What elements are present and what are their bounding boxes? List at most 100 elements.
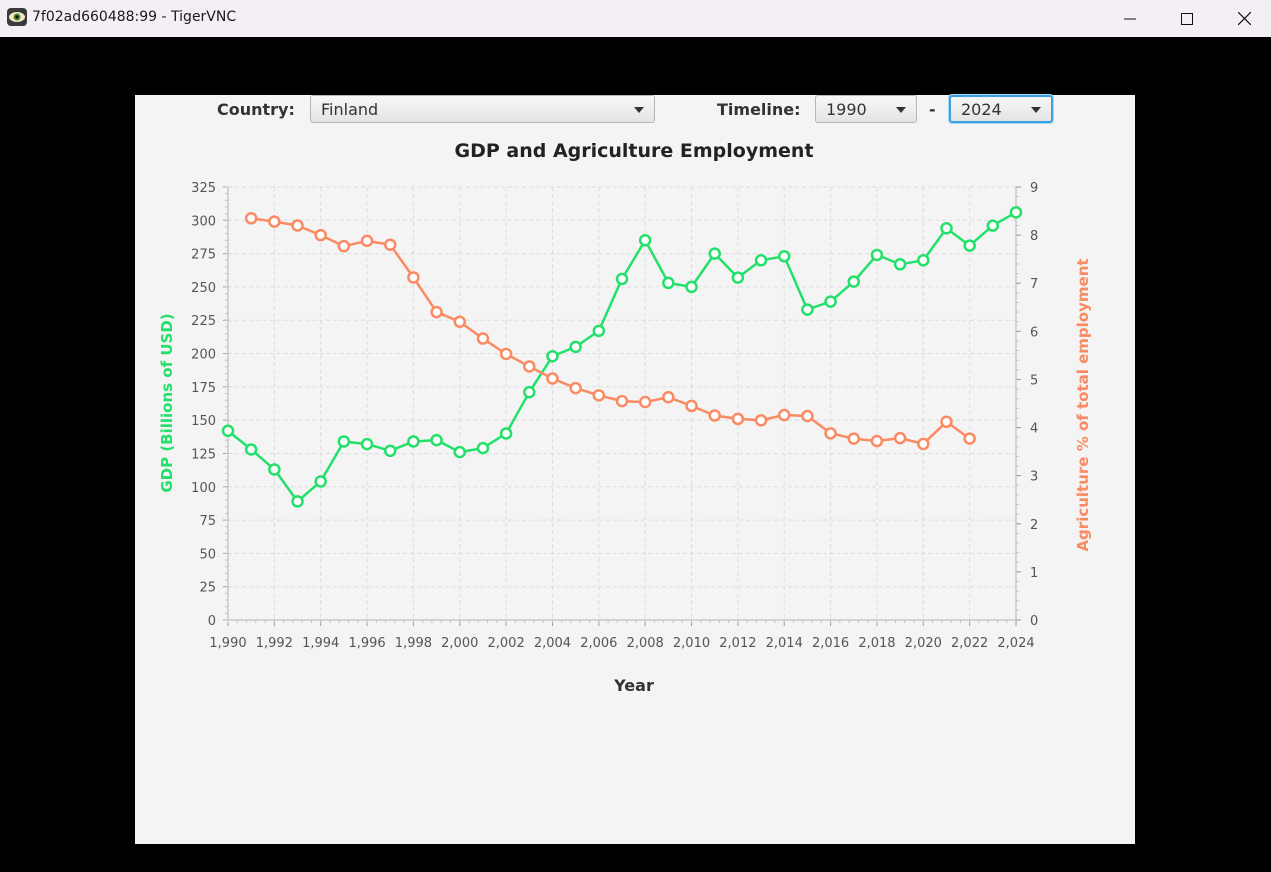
y2-tick-label: 9 xyxy=(1030,181,1038,196)
timeline-end-value: 2024 xyxy=(961,100,1002,119)
y2-tick-label: 8 xyxy=(1030,229,1038,244)
gdp-data-point xyxy=(244,443,258,456)
gdp-data-point xyxy=(523,385,536,399)
x-tick-label: 2,024 xyxy=(997,636,1034,651)
x-tick-label: 1,992 xyxy=(256,636,293,651)
gdp-data-point xyxy=(824,295,837,308)
y-tick-label: 75 xyxy=(199,514,216,529)
agriculture-data-point xyxy=(592,389,606,402)
y2-tick-label: 0 xyxy=(1030,614,1038,629)
chart-title: GDP and Agriculture Employment xyxy=(454,140,813,162)
agriculture-data-point xyxy=(940,415,953,429)
gdp-data-point xyxy=(777,250,791,263)
agriculture-data-point xyxy=(244,212,258,225)
x-tick-label: 2,000 xyxy=(441,636,478,651)
agriculture-data-point xyxy=(314,228,327,242)
y-tick-label: 100 xyxy=(191,481,216,496)
gdp-series-line xyxy=(227,211,1017,503)
gdp-data-point xyxy=(847,275,861,288)
timeline-separator: - xyxy=(929,100,936,119)
y2-tick-label: 4 xyxy=(1030,422,1038,437)
x-tick-label: 1,994 xyxy=(302,636,339,651)
timeline-start-value: 1990 xyxy=(826,100,867,119)
x-tick-label: 2,006 xyxy=(580,636,617,651)
x-tick-label: 2,022 xyxy=(951,636,988,651)
y2-tick-label: 1 xyxy=(1030,566,1038,581)
x-tick-label: 2,004 xyxy=(534,636,571,651)
gdp-data-point xyxy=(754,254,768,267)
timeline-end-select[interactable]: 2024 xyxy=(949,95,1053,123)
gdp-data-point xyxy=(917,254,930,267)
gdp-data-point xyxy=(662,276,675,290)
y2-tick-label: 5 xyxy=(1030,373,1038,388)
maximize-icon xyxy=(1181,12,1193,25)
gdp-data-point xyxy=(291,495,304,508)
y2-tick-label: 2 xyxy=(1030,518,1038,533)
country-select[interactable]: Finland xyxy=(310,95,655,123)
window-title: 7f02ad660488:99 - TigerVNC xyxy=(32,9,237,25)
gdp-data-point xyxy=(638,234,652,247)
agriculture-data-point xyxy=(430,305,443,319)
agriculture-data-point xyxy=(777,408,791,422)
x-tick-label: 2,012 xyxy=(719,636,756,651)
agriculture-data-point xyxy=(291,219,304,232)
x-tick-label: 2,014 xyxy=(766,636,803,651)
chevron-down-icon xyxy=(1031,107,1041,113)
x-tick-label: 2,008 xyxy=(627,636,664,651)
agriculture-data-point xyxy=(546,372,559,385)
gdp-data-point xyxy=(708,247,721,260)
y-tick-label: 25 xyxy=(199,581,216,596)
gdp-data-point xyxy=(1009,206,1023,219)
gdp-data-point xyxy=(870,248,884,262)
gdp-data-point xyxy=(360,437,374,451)
gdp-data-point xyxy=(546,349,559,363)
agriculture-data-point xyxy=(754,414,768,427)
gdp-data-point xyxy=(314,475,327,488)
y-tick-label: 275 xyxy=(191,248,216,263)
agriculture-data-point xyxy=(360,234,374,248)
x-tick-label: 2,010 xyxy=(673,636,710,651)
chevron-down-icon xyxy=(896,107,906,113)
y-tick-label: 50 xyxy=(199,547,216,562)
agriculture-data-point xyxy=(917,437,930,451)
chevron-down-icon xyxy=(634,107,644,113)
agriculture-data-point xyxy=(523,360,536,373)
agriculture-data-point xyxy=(453,315,467,328)
gdp-data-point xyxy=(731,271,745,284)
chart-axes: 02550751001251501752002252502753003251,9… xyxy=(191,181,1038,651)
y2-tick-label: 3 xyxy=(1030,470,1038,485)
gdp-data-point xyxy=(685,280,698,294)
timeline-label: Timeline: xyxy=(717,100,801,119)
window-title-bar: 7f02ad660488:99 - TigerVNC xyxy=(0,0,1271,37)
minimize-button[interactable] xyxy=(1101,0,1159,37)
minimize-icon xyxy=(1124,18,1136,19)
y-axis-label-left: GDP (Billions of USD) xyxy=(158,313,176,492)
x-tick-label: 1,990 xyxy=(209,636,246,651)
gdp-data-point xyxy=(476,441,490,455)
gdp-data-point xyxy=(592,324,606,338)
gdp-data-point xyxy=(986,219,1000,232)
country-select-value: Finland xyxy=(321,100,379,119)
maximize-button[interactable] xyxy=(1158,0,1216,37)
gdp-data-point xyxy=(453,445,467,459)
x-tick-label: 1,998 xyxy=(395,636,432,651)
agriculture-data-point xyxy=(824,427,837,440)
country-label: Country: xyxy=(217,100,295,119)
agriculture-data-point xyxy=(708,409,721,422)
gdp-data-point xyxy=(893,258,907,271)
agriculture-data-point xyxy=(847,432,861,445)
gdp-data-point xyxy=(801,303,814,316)
x-tick-label: 2,018 xyxy=(858,636,895,651)
chart-series xyxy=(221,206,1023,508)
close-button[interactable] xyxy=(1215,0,1271,37)
y-axis-label-right: Agriculture % of total employment xyxy=(1074,258,1092,551)
agriculture-data-point xyxy=(268,215,281,228)
x-axis-label: Year xyxy=(613,676,654,695)
agriculture-data-point xyxy=(476,332,490,345)
agriculture-data-point xyxy=(685,399,698,413)
timeline-start-select[interactable]: 1990 xyxy=(815,95,917,123)
y-tick-label: 300 xyxy=(191,214,216,229)
y-tick-label: 200 xyxy=(191,348,216,363)
agriculture-data-point xyxy=(337,239,351,253)
y-tick-label: 325 xyxy=(191,181,216,196)
